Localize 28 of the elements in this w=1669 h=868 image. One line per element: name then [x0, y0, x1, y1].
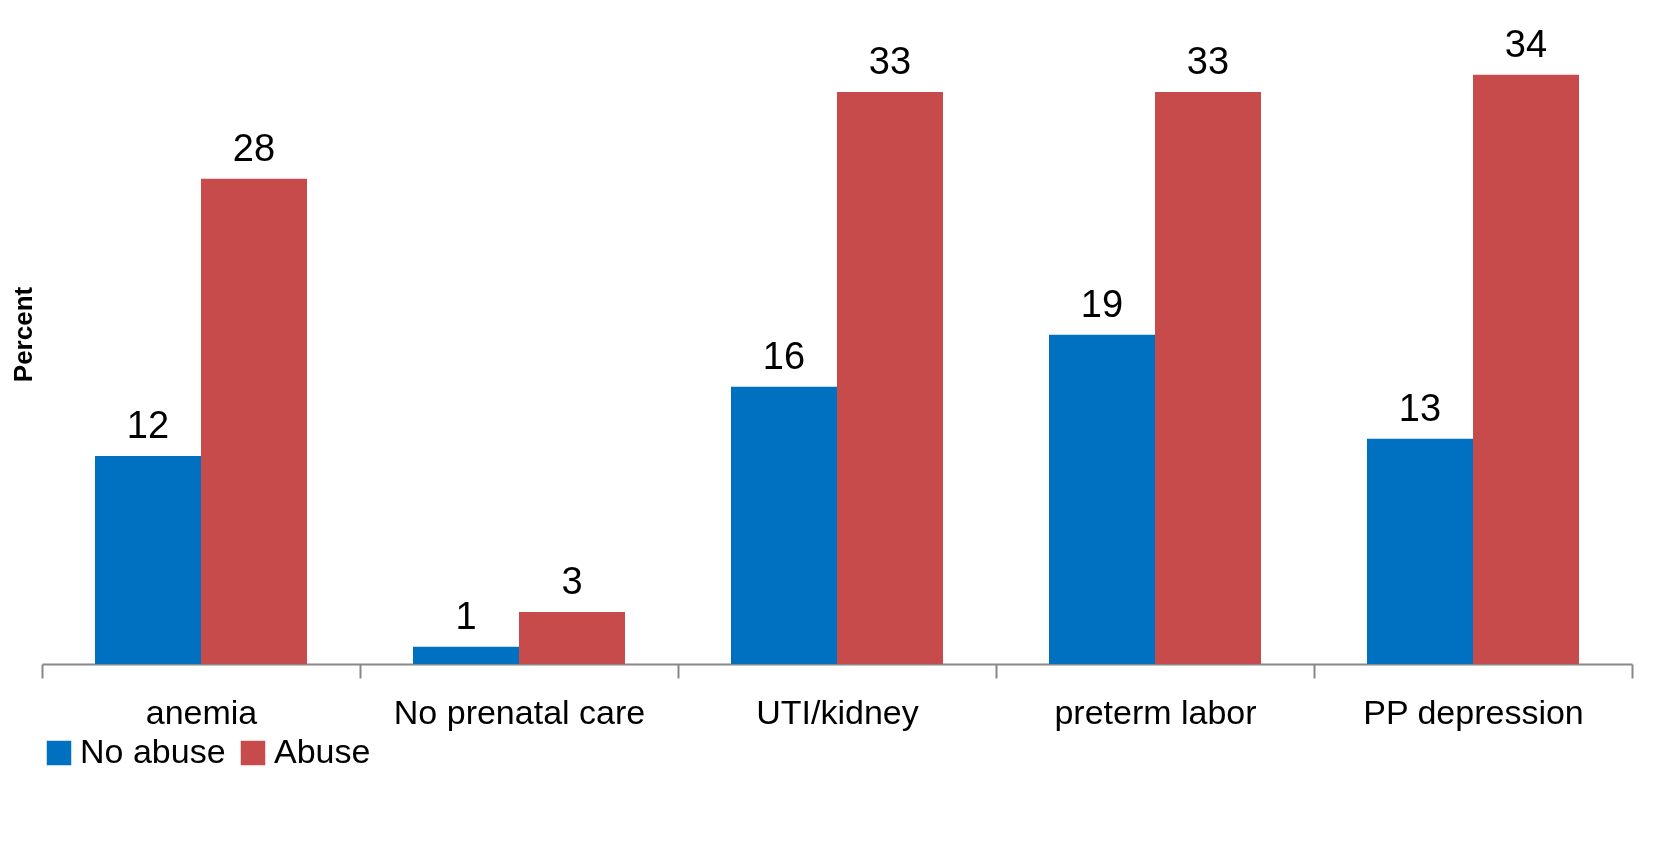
data-label: 33: [868, 40, 912, 83]
data-label: 19: [1080, 282, 1124, 325]
data-label: 34: [1504, 22, 1548, 65]
x-tick-label: preterm labor: [1054, 692, 1257, 731]
bar: [1367, 438, 1473, 664]
data-label: 1: [455, 594, 477, 637]
legend-label: No abuse: [80, 732, 226, 770]
data-label: 28: [232, 126, 276, 169]
bar: [1155, 92, 1261, 664]
data-label: 16: [762, 334, 806, 377]
data-label: 33: [1186, 40, 1230, 83]
data-label: 3: [561, 560, 583, 602]
data-label: 12: [126, 404, 170, 447]
bar: [837, 92, 943, 664]
data-label: 13: [1398, 386, 1442, 429]
y-axis-title: Percent: [7, 286, 38, 383]
x-tick-label: anemia: [145, 692, 258, 731]
bar: [519, 612, 625, 664]
x-tick-label: UTI/kidney: [756, 692, 919, 731]
legend-label: Abuse: [274, 732, 371, 770]
bar: [95, 456, 201, 664]
x-tick-label: No prenatal care: [393, 692, 646, 731]
bar: [201, 178, 307, 664]
bar: [731, 386, 837, 664]
x-tick-label: PP depression: [1363, 692, 1584, 731]
bar: [413, 646, 519, 664]
bar: [1473, 74, 1579, 664]
bar: [1049, 334, 1155, 664]
